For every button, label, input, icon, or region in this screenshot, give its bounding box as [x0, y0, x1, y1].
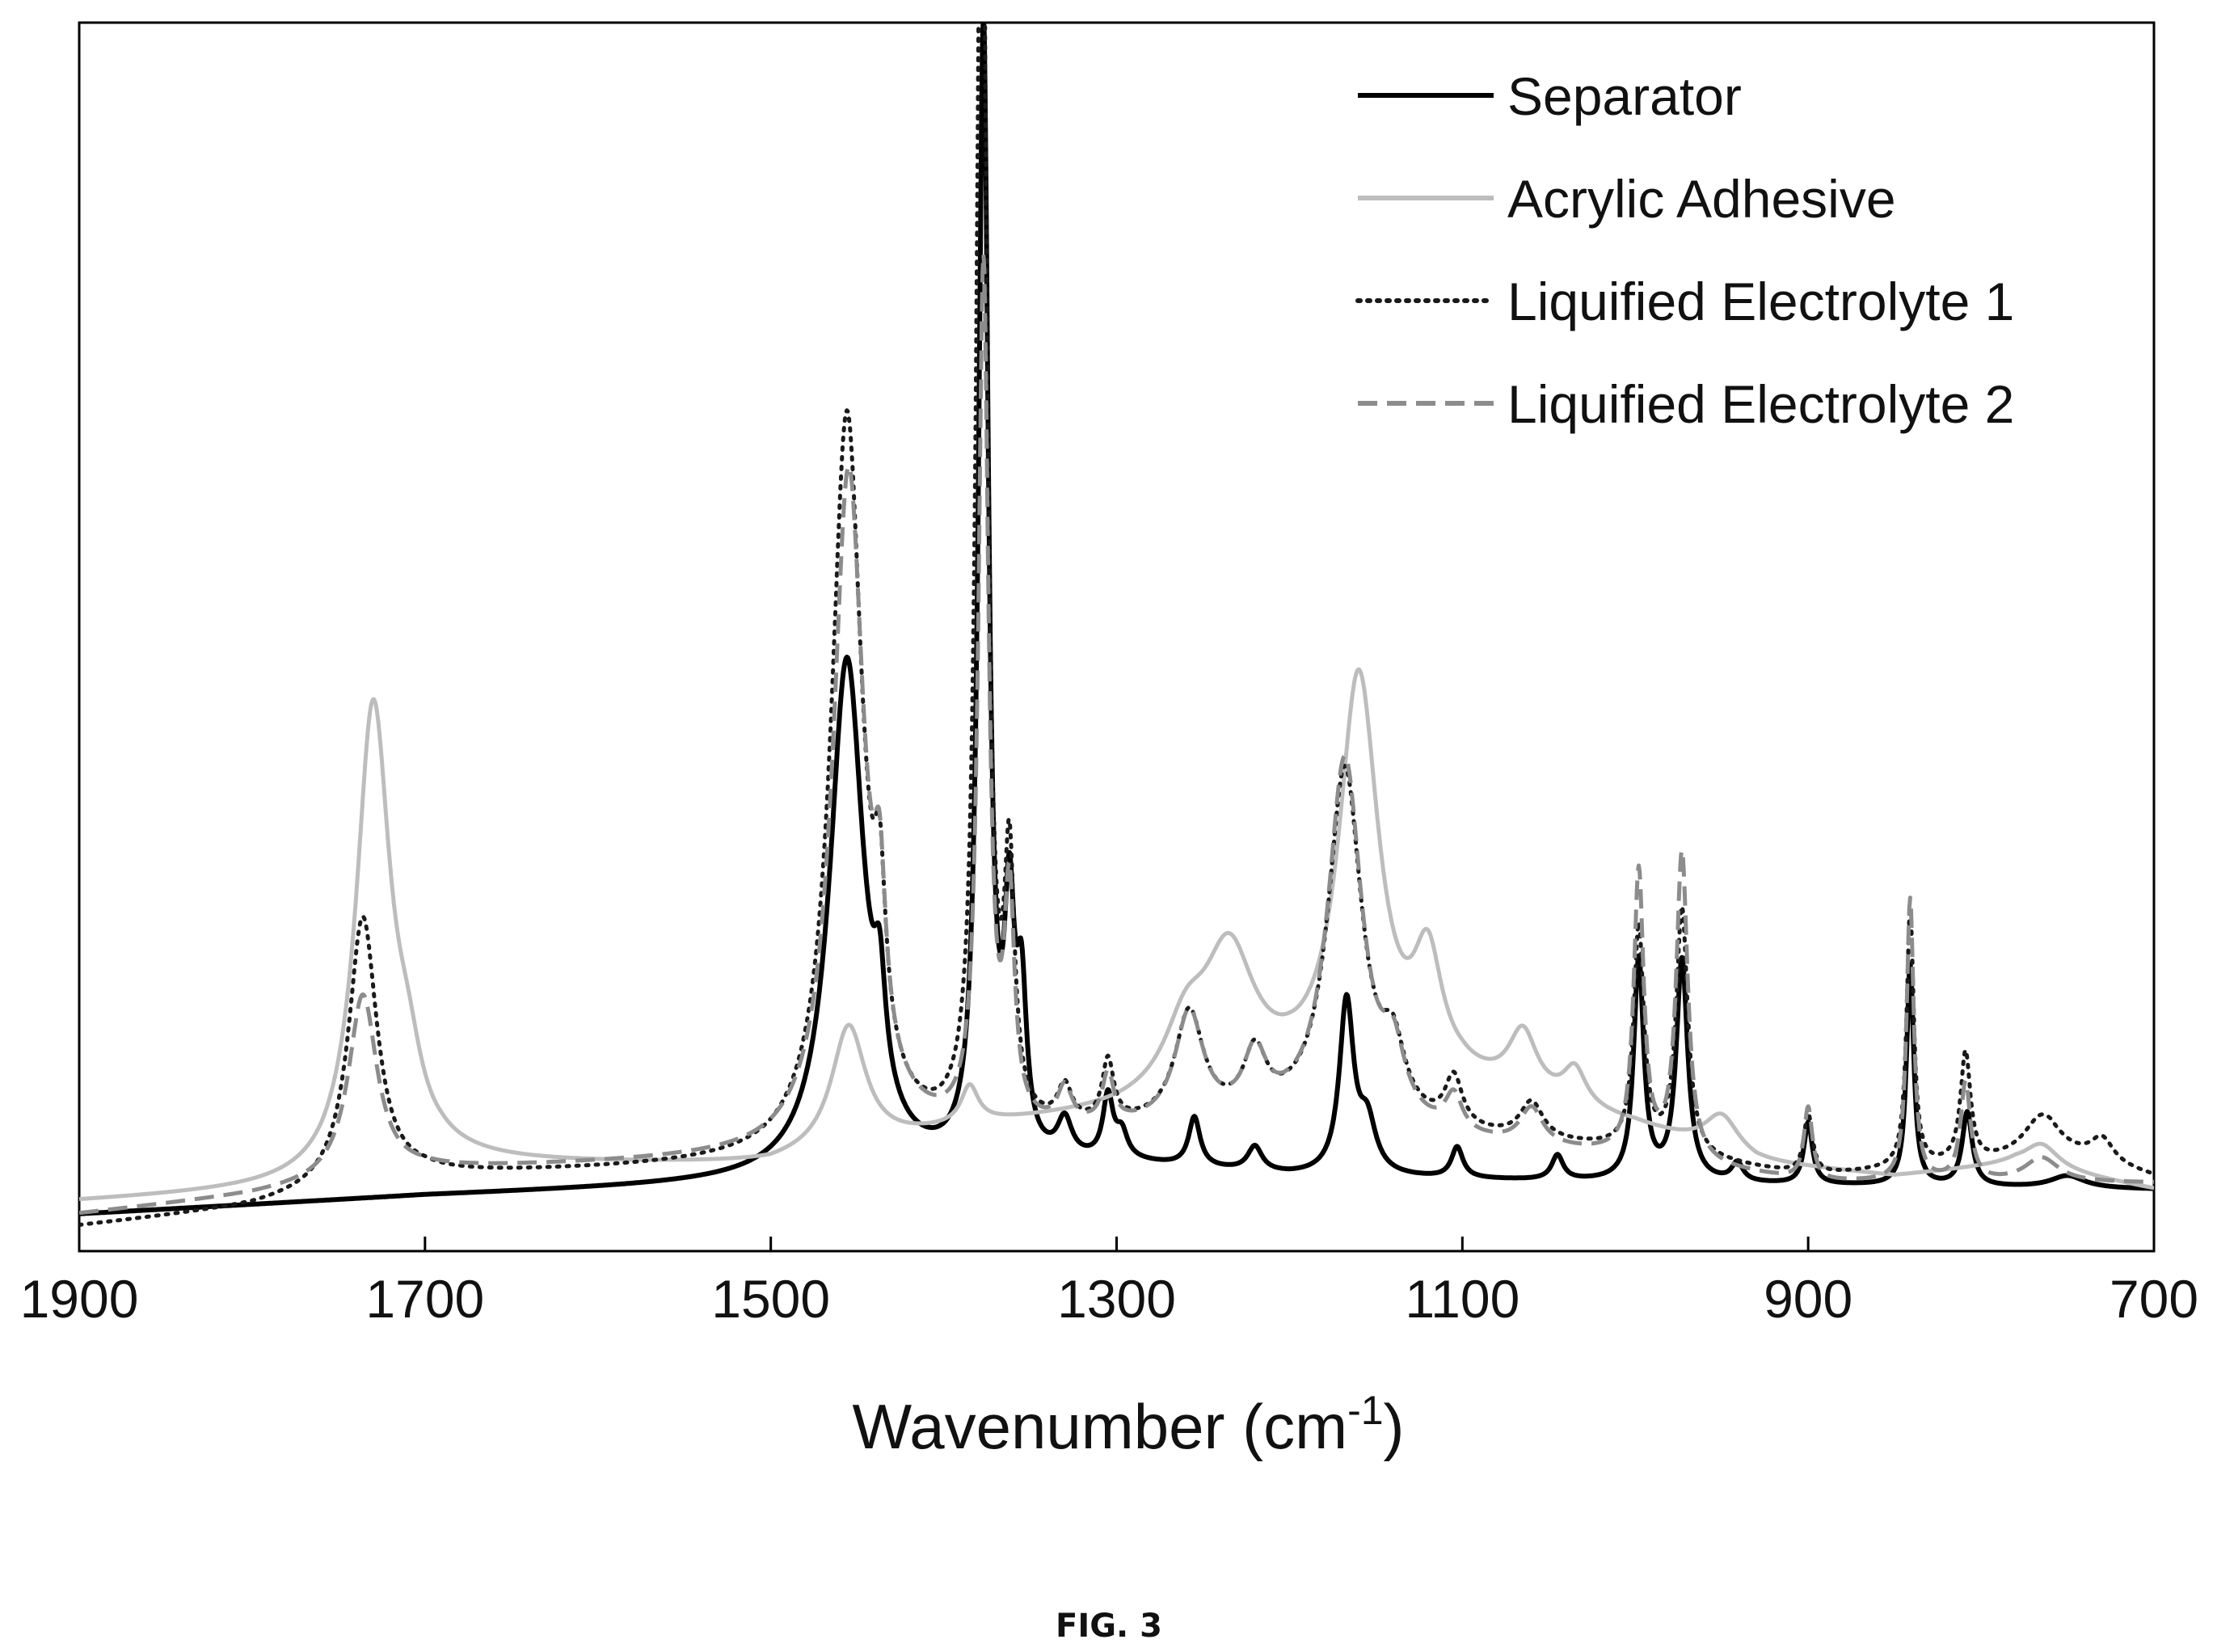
- legend-label-1: Acrylic Adhesive: [1507, 169, 1896, 229]
- x-tick-label-1700: 1700: [365, 1269, 484, 1329]
- legend-label-3: Liquified Electrolyte 2: [1507, 374, 2014, 434]
- legend: Separator Acrylic Adhesive Liquified Elect…: [1355, 66, 2014, 434]
- legend-label-0: Separator: [1507, 66, 1742, 126]
- x-tick-label-1900: 1900: [20, 1269, 139, 1329]
- legend-label-2: Liquified Electrolyte 1: [1507, 272, 2014, 331]
- x-tick-label-1300: 1300: [1057, 1269, 1176, 1329]
- series-line-separator: [79, 23, 2154, 1216]
- x-axis: 1900 1700 1500 1300 1100 900 700: [20, 1237, 2198, 1329]
- series-layer: [79, 23, 2154, 1227]
- x-tick-label-1100: 1100: [1405, 1269, 1519, 1329]
- x-axis-title-close: ): [1384, 1391, 1405, 1462]
- x-tick-label-1500: 1500: [711, 1269, 830, 1329]
- figure-caption: FIG. 3: [1056, 1608, 1162, 1645]
- series-line-liquified-electrolyte-2: [79, 251, 2154, 1216]
- x-tick-label-900: 900: [1764, 1269, 1852, 1329]
- x-axis-title: Wavenumber (cm-1): [852, 1388, 1404, 1462]
- x-axis-title-superscript: -1: [1347, 1388, 1383, 1433]
- x-tick-label-700: 700: [2110, 1269, 2198, 1329]
- x-axis-title-text: Wavenumber (cm: [852, 1391, 1347, 1462]
